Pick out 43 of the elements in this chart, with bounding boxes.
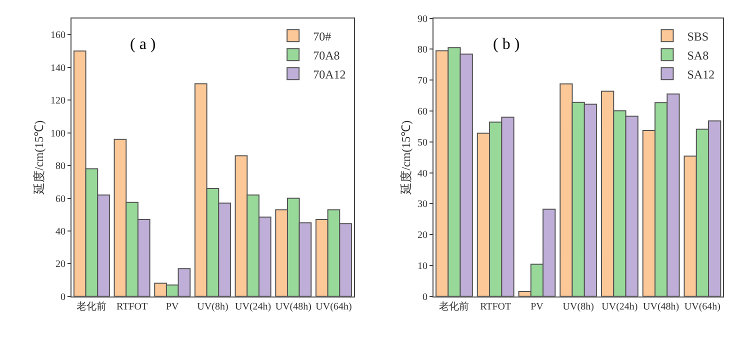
y-axis-title: 延度/cm(15℃) [32, 120, 46, 196]
legend-label: 70A8 [313, 48, 340, 62]
y-tick-label: 120 [50, 96, 66, 107]
annotation: ( a ) [130, 36, 156, 53]
x-tick-label: UV(8h) [562, 301, 594, 312]
y-tick-label: 50 [418, 137, 428, 148]
x-tick-label: UV(24h) [602, 301, 638, 312]
legend-label: 70A12 [313, 67, 346, 82]
y-axis-title: 延度/cm(15℃) [398, 120, 413, 196]
y-tick-label: 10 [418, 261, 428, 272]
x-tick-label: UV(24h) [235, 301, 272, 312]
x-tick-label: UV(48h) [643, 301, 680, 312]
x-tick-label: UV(64h) [684, 301, 721, 312]
x-tick-label: 老化前 [76, 300, 107, 312]
y-tick-label: 160 [50, 30, 66, 42]
y-tick-label: 0 [422, 292, 428, 303]
x-tick-label: RTFOT [116, 301, 148, 312]
y-tick-label: 80 [56, 161, 66, 172]
y-tick-label: 40 [418, 168, 428, 180]
y-tick-label: 140 [50, 62, 66, 74]
y-tick-label: 100 [50, 128, 66, 140]
y-tick-label: 70 [418, 76, 428, 87]
x-tick-label: PV [166, 301, 180, 312]
y-tick-label: 80 [418, 44, 428, 56]
y-tick-label: 20 [56, 259, 66, 270]
legend-label: SA12 [687, 67, 715, 82]
x-tick-label: RTFOT [480, 301, 512, 312]
y-tick-label: 90 [418, 14, 428, 25]
x-tick-label: UV(64h) [316, 301, 352, 312]
legend-label: SBS [687, 29, 709, 44]
legend-label: 70# [313, 29, 332, 44]
annotation: ( b ) [493, 36, 520, 53]
x-tick-label: UV(8h) [197, 301, 228, 312]
legend-label: SA8 [687, 48, 709, 62]
y-tick-label: 60 [418, 106, 428, 118]
y-tick-label: 60 [56, 194, 66, 205]
x-tick-label: PV [530, 301, 544, 312]
y-tick-label: 40 [56, 226, 66, 238]
x-tick-label: 老化前 [439, 300, 470, 312]
y-tick-label: 0 [60, 292, 66, 303]
x-tick-label: UV(48h) [275, 301, 312, 312]
y-tick-label: 20 [418, 230, 428, 242]
y-tick-label: 30 [418, 199, 428, 210]
